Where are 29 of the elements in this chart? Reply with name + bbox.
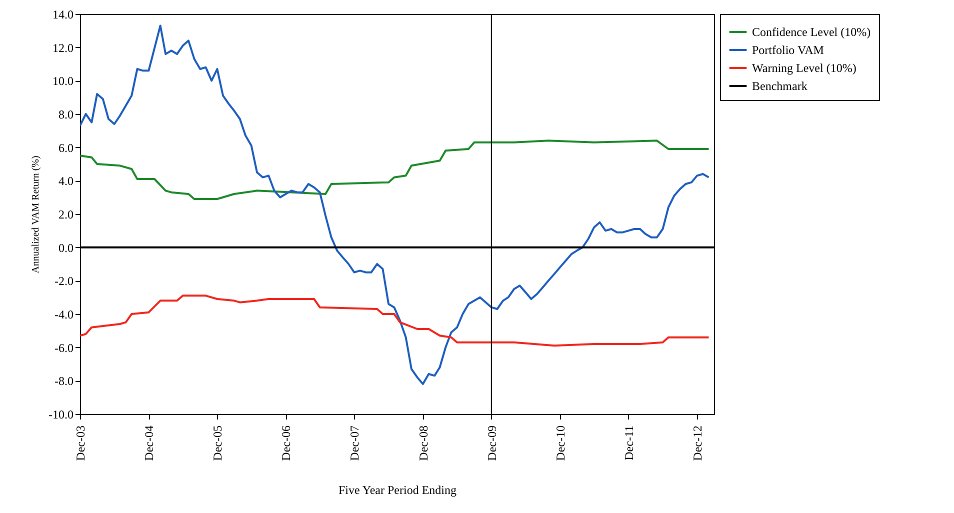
y-tick-label: 8.0: [58, 108, 74, 122]
x-tick-label: Dec-05: [210, 426, 225, 461]
legend-label: Benchmark: [752, 79, 808, 93]
x-axis-title: Five Year Period Ending: [338, 482, 456, 497]
x-tick-label: Dec-12: [690, 426, 705, 461]
y-axis-title: Annualized VAM Return (%): [30, 156, 42, 274]
x-tick-label: Dec-04: [142, 426, 156, 461]
y-tick-label: -4.0: [54, 308, 74, 322]
x-tick-label: Dec-10: [553, 426, 568, 461]
x-tick-label: Dec-09: [484, 426, 499, 461]
y-tick-label: -8.0: [54, 374, 74, 388]
y-tick-label: 6.0: [58, 140, 74, 155]
y-tick-label: 10.0: [52, 74, 74, 88]
legend-label: Confidence Level (10%): [752, 25, 871, 39]
y-tick-label: 14.0: [52, 8, 74, 22]
x-tick-label: Dec-07: [348, 426, 362, 461]
legend-label: Warning Level (10%): [752, 61, 856, 75]
y-tick-label: 2.0: [58, 208, 74, 222]
y-tick-label: 4.0: [58, 174, 74, 188]
y-tick-label: -2.0: [54, 274, 74, 288]
y-tick-label: 0.0: [58, 240, 74, 255]
y-tick-label: 12.0: [52, 40, 74, 55]
y-tick-label: -6.0: [54, 340, 74, 355]
x-tick-label: Dec-03: [74, 426, 88, 461]
legend-label: Portfolio VAM: [752, 43, 824, 57]
x-tick-label: Dec-11: [622, 426, 636, 460]
y-tick-label: -10.0: [48, 408, 74, 422]
x-tick-label: Dec-08: [416, 426, 430, 461]
x-tick-label: Dec-06: [279, 426, 294, 461]
